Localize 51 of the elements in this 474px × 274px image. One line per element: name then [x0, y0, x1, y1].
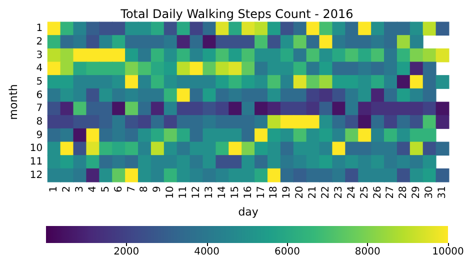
- x-tick-label: 26: [372, 186, 384, 199]
- y-tick-label: 7: [36, 103, 43, 114]
- x-axis-title: day: [238, 206, 259, 219]
- y-tick-label: 12: [30, 170, 43, 181]
- color-bar-label: 8000: [354, 246, 380, 258]
- x-tick-label: 8: [139, 186, 150, 192]
- x-tick-label: 6: [113, 186, 124, 192]
- color-bar-label: 4000: [194, 246, 220, 258]
- x-tick-label: 25: [359, 186, 370, 199]
- x-tick-label: 9: [152, 186, 164, 192]
- x-tick-label: 24: [346, 186, 358, 199]
- y-tick-label: 9: [36, 130, 43, 141]
- x-tick-label: 21: [308, 186, 319, 199]
- y-tick-label: 1: [36, 23, 43, 34]
- x-tick-label: 16: [242, 186, 254, 199]
- x-tick-label: 29: [411, 186, 422, 199]
- x-tick-label: 5: [100, 186, 112, 192]
- color-bar-label: 6000: [274, 246, 300, 258]
- x-tick-label: 27: [385, 186, 396, 199]
- x-tick-label: 19: [282, 186, 293, 199]
- x-tick-label: 31: [437, 186, 448, 199]
- x-tick-label: 13: [204, 186, 215, 199]
- color-bar-label: 10000: [432, 246, 464, 258]
- x-tick-label: 4: [87, 186, 98, 192]
- y-tick-label: 3: [36, 50, 43, 61]
- y-tick-label: 6: [36, 90, 43, 101]
- x-tick-label: 18: [268, 186, 280, 199]
- x-tick-label: 11: [178, 186, 190, 199]
- x-tick-label: 12: [191, 186, 202, 199]
- y-tick-label: 4: [36, 63, 43, 74]
- y-tick-label: 5: [36, 76, 43, 88]
- chart-title: Total Daily Walking Steps Count - 2016: [120, 7, 354, 21]
- x-tick-label: 10: [165, 186, 176, 199]
- x-tick-label: 30: [424, 186, 436, 199]
- y-tick-label: 11: [30, 156, 43, 168]
- x-tick-label: 14: [216, 186, 228, 199]
- y-axis-title: month: [7, 84, 20, 120]
- x-tick-label: 2: [62, 186, 73, 192]
- x-tick-label: 22: [320, 186, 332, 199]
- x-tick-label: 7: [126, 186, 138, 192]
- x-tick-label: 15: [230, 186, 241, 199]
- color-bar-label: 2000: [114, 246, 140, 258]
- x-tick-label: 17: [256, 186, 267, 199]
- x-tick-label: 28: [398, 186, 410, 199]
- x-tick-label: 20: [294, 186, 306, 199]
- x-tick-label: 23: [333, 186, 344, 199]
- y-tick-label: 10: [30, 143, 43, 154]
- y-tick-label: 2: [36, 36, 43, 48]
- x-tick-label: 1: [48, 186, 60, 192]
- y-tick-label: 8: [36, 116, 43, 128]
- x-tick-label: 3: [74, 186, 86, 192]
